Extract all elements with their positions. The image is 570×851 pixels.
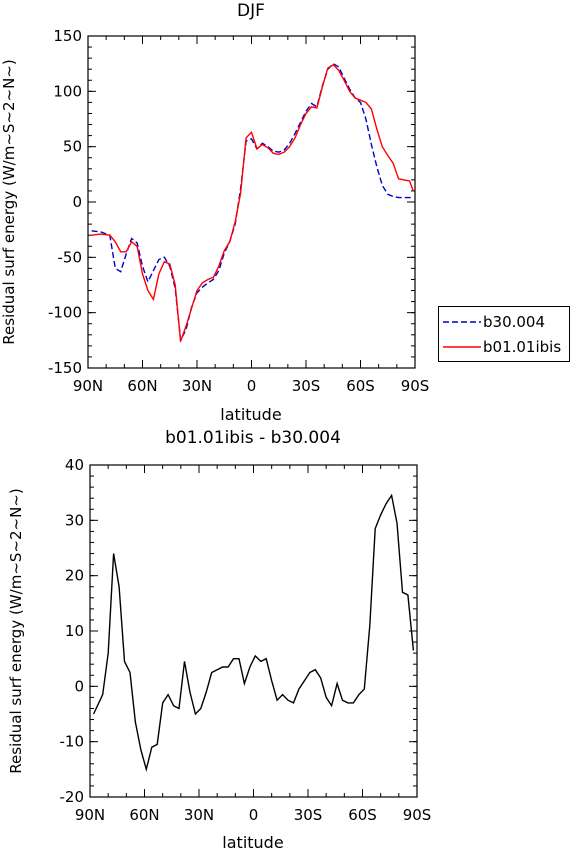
y-tick-label: -20 [60, 788, 85, 806]
series-lines [92, 493, 415, 773]
x-axis-label: latitude [220, 405, 281, 424]
y-tick-label: 20 [65, 567, 84, 585]
x-tick-label: 0 [247, 377, 257, 395]
x-tick-label: 60N [127, 377, 157, 395]
x-tick-label: 90S [401, 377, 430, 395]
y-axis-label: Residual surf energy (W/m~S~2~N~) [7, 488, 25, 773]
x-tick-label: 90N [73, 377, 103, 395]
chart-title: DJF [237, 1, 265, 21]
y-tick-label: -50 [58, 248, 83, 266]
axis-ticks: 90N 60N 30N 0 30S 60S 90S -150 -100 -50 0 50 100 150 [48, 27, 429, 395]
x-tick-label: 30N [184, 806, 214, 824]
series-lines [91, 62, 414, 343]
legend-label-b30-004: b30.004 [483, 313, 545, 331]
legend: b30.004 b01.01ibis [438, 306, 570, 362]
y-tick-label: 0 [74, 677, 84, 695]
difference-chart: b01.01ibis - b30.004 90N 60N 30N 0 30S 60S 90S… [7, 428, 431, 851]
y-axis-label: Residual surf energy (W/m~S~2~N~) [0, 59, 18, 344]
x-tick-label: 0 [249, 806, 259, 824]
y-tick-label: 150 [53, 27, 82, 45]
y-tick-label: 0 [72, 193, 82, 211]
x-tick-label: 90S [403, 806, 432, 824]
series-line-b30-004 [91, 62, 414, 343]
legend-label-b01-01ibis: b01.01ibis [483, 338, 561, 356]
axis-ticks: 90N 60N 30N 0 30S 60S 90S -20 -10 0 10 20 30 40 [60, 456, 432, 824]
y-tick-label: 30 [65, 511, 84, 529]
x-tick-label: 30S [294, 806, 323, 824]
plot-frame [89, 464, 418, 798]
x-tick-label: 60S [346, 377, 375, 395]
series-line-b01-01ibis [91, 63, 414, 342]
y-tick-label: -100 [48, 304, 82, 322]
y-tick-label: 100 [53, 82, 82, 100]
y-tick-label: -150 [48, 359, 82, 377]
x-tick-label: 60N [129, 806, 159, 824]
x-tick-label: 60S [348, 806, 377, 824]
y-tick-label: 50 [63, 138, 82, 156]
y-tick-label: 40 [65, 456, 84, 474]
x-tick-label: 30N [182, 377, 212, 395]
chart-title: b01.01ibis - b30.004 [165, 428, 341, 448]
x-axis-label: latitude [222, 833, 283, 851]
x-tick-label: 90N [75, 806, 105, 824]
y-tick-label: -10 [60, 733, 85, 751]
series-line-difference [92, 493, 415, 773]
x-tick-label: 30S [292, 377, 321, 395]
plot-frame [87, 35, 416, 369]
djf-chart: DJF 90N 60N 30N 0 30S 60S 90S -150 -100 -50 0 50 100… [0, 1, 429, 424]
y-tick-label: 10 [65, 622, 84, 640]
